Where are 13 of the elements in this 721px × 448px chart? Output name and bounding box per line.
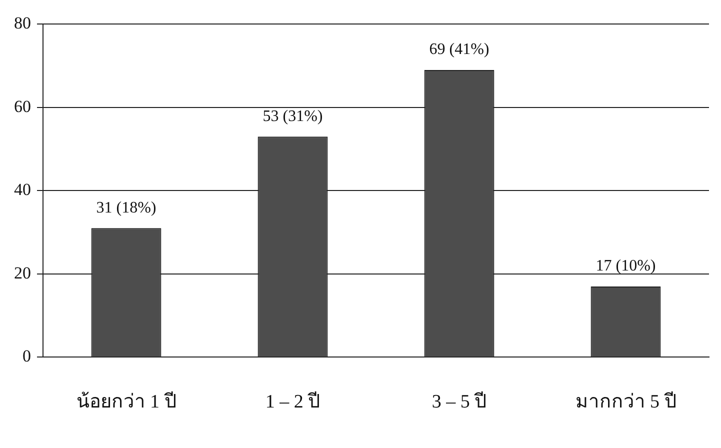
data-label: 53 (31%) [262, 108, 323, 125]
y-tick-label: 80 [14, 14, 31, 33]
y-tick-label: 40 [14, 180, 31, 200]
y-tick-label: 60 [14, 96, 31, 116]
y-tick-label: 0 [22, 346, 31, 366]
x-tick-label: 3 – 5 ปี [432, 390, 487, 413]
x-tick-label: มากกว่า 5 ปี [575, 390, 676, 413]
x-tick-label: 1 – 2 ปี [265, 390, 320, 413]
x-tick-label: น้อยกว่า 1 ปี [76, 390, 176, 413]
data-label: 17 (10%) [596, 258, 656, 275]
y-tick-label: 20 [14, 263, 31, 282]
data-label: 69 (41%) [429, 41, 490, 58]
data-label: 31 (18%) [96, 199, 156, 216]
